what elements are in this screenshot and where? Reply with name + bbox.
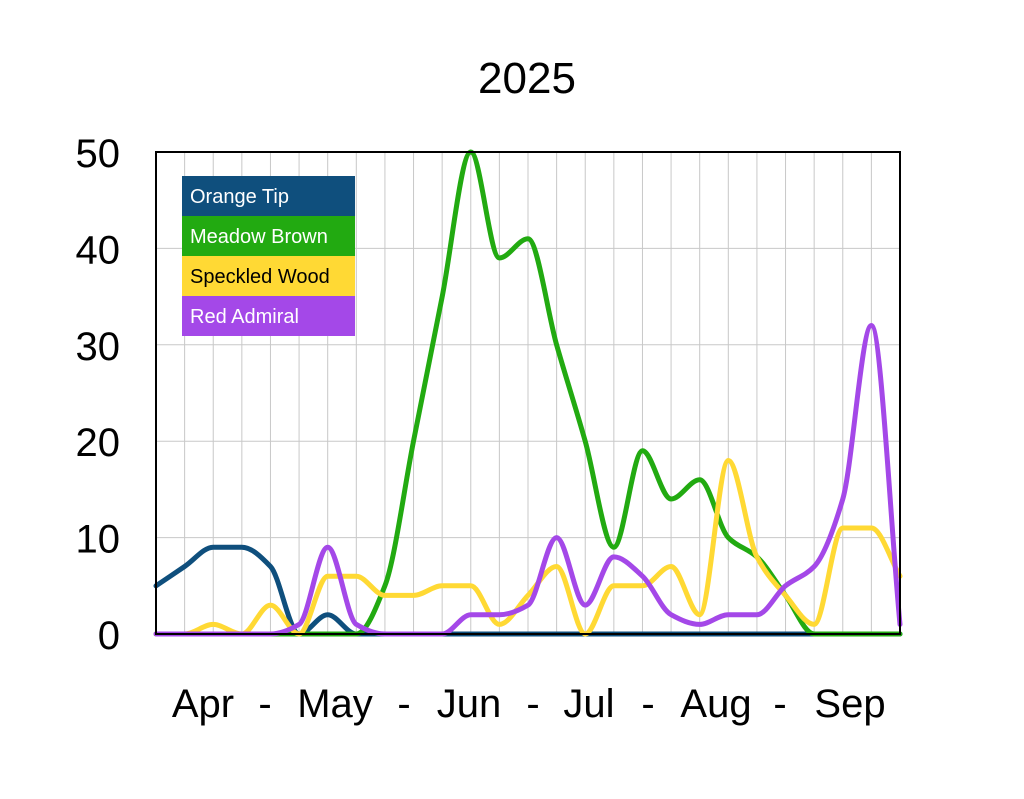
x-tick-label: May <box>297 682 373 726</box>
x-tick-label: - <box>526 682 539 726</box>
y-tick-label: 30 <box>76 325 121 369</box>
legend-label-speckled-wood: Speckled Wood <box>190 266 330 288</box>
x-tick-label: Jul <box>563 682 614 726</box>
legend-label-orange-tip: Orange Tip <box>190 186 289 208</box>
plot-frame <box>155 151 901 635</box>
legend-label-meadow-brown: Meadow Brown <box>190 226 328 248</box>
legend-label-red-admiral: Red Admiral <box>190 306 299 328</box>
y-tick-label: 50 <box>76 132 121 176</box>
legend: Orange Tip Meadow Brown Speckled Wood Red A… <box>182 176 355 336</box>
series-line-speckled-wood <box>153 458 903 637</box>
legend-swatch-red-admiral <box>182 296 355 336</box>
x-tick-label: Sep <box>814 682 885 726</box>
legend-swatch-orange-tip <box>182 176 355 216</box>
y-axis: 0 10 20 30 40 50 <box>76 132 121 658</box>
y-tick-label: 0 <box>98 614 120 658</box>
x-tick-label: - <box>258 682 271 726</box>
x-tick-label: - <box>773 682 786 726</box>
x-tick-label: - <box>641 682 654 726</box>
x-tick-label: Aug <box>680 682 751 726</box>
y-tick-label: 20 <box>76 421 121 465</box>
x-tick-label: Apr <box>172 682 234 726</box>
legend-swatch-meadow-brown <box>182 216 355 256</box>
x-axis: Apr - May - Jun - Jul - Aug - Sep <box>172 682 886 726</box>
series-line-red-admiral <box>153 323 903 637</box>
chart-title: 2025 <box>478 54 576 103</box>
y-tick-label: 40 <box>76 228 121 272</box>
x-tick-label: - <box>397 682 410 726</box>
y-tick-label: 10 <box>76 518 121 562</box>
x-tick-label: Jun <box>437 682 502 726</box>
legend-swatch-speckled-wood <box>182 256 355 296</box>
